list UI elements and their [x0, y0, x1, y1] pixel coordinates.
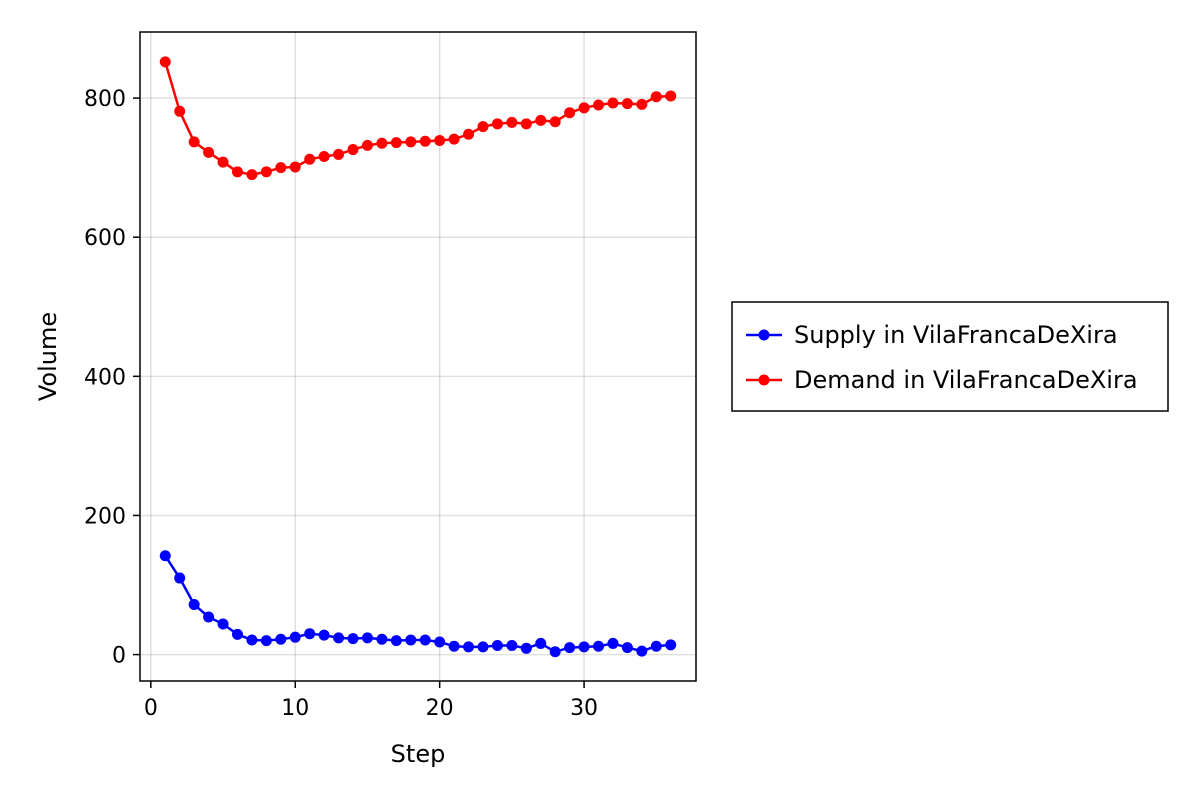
data-point: [217, 618, 229, 630]
y-tick-label: 0: [112, 644, 126, 669]
grid: [140, 32, 696, 681]
data-point: [520, 642, 532, 654]
data-point: [217, 156, 229, 168]
legend-box: [731, 301, 1169, 412]
data-point: [434, 135, 446, 147]
data-point: [304, 153, 316, 165]
data-point: [231, 628, 243, 640]
y-axis-title: Volume: [34, 312, 62, 401]
data-point: [650, 91, 662, 103]
data-point: [506, 640, 518, 652]
data-point: [405, 136, 417, 148]
data-point: [203, 146, 215, 158]
data-point: [636, 645, 648, 657]
data-point: [318, 151, 330, 163]
data-point: [231, 166, 243, 178]
data-point: [463, 641, 475, 653]
data-point: [203, 611, 215, 623]
legend-label: Supply in VilaFrancaDeXira: [794, 321, 1118, 349]
data-point: [376, 137, 388, 149]
data-point: [289, 631, 301, 643]
data-point: [665, 90, 677, 102]
data-point: [621, 642, 633, 654]
data-point: [593, 99, 605, 111]
data-point: [275, 633, 287, 645]
data-point: [549, 116, 561, 128]
data-point: [434, 636, 446, 648]
data-point: [347, 144, 359, 156]
data-point: [491, 118, 503, 130]
legend-item: Demand in VilaFrancaDeXira: [746, 366, 1138, 394]
data-point: [405, 634, 417, 646]
x-tick-label: 10: [281, 696, 309, 721]
data-point: [318, 629, 330, 641]
data-point: [390, 635, 402, 647]
data-point: [463, 128, 475, 140]
y-tick-label: 200: [84, 504, 126, 529]
data-point: [621, 98, 633, 110]
y-tick-label: 800: [84, 87, 126, 112]
data-point: [506, 116, 518, 128]
data-point: [361, 139, 373, 151]
data-point: [174, 105, 186, 117]
data-point: [578, 102, 590, 114]
data-point: [535, 114, 547, 126]
data-point: [174, 572, 186, 584]
data-point: [491, 640, 503, 652]
y-tick-label: 600: [84, 226, 126, 251]
data-point: [477, 121, 489, 133]
data-point: [246, 634, 258, 646]
plot-frame: [139, 31, 697, 682]
data-point: [159, 56, 171, 68]
data-point: [419, 135, 431, 147]
y-tick-label: 400: [84, 365, 126, 390]
legend-marker: [758, 374, 770, 386]
series-line: [164, 61, 671, 176]
data-point: [578, 641, 590, 653]
data-point: [520, 118, 532, 130]
data-point: [304, 628, 316, 640]
data-point: [419, 634, 431, 646]
ticks: 0 10 20 30 0 200 400 600 800: [84, 87, 598, 721]
data-point: [390, 137, 402, 149]
data-point: [535, 637, 547, 649]
legend-label: Demand in VilaFrancaDeXira: [794, 366, 1138, 394]
data-point: [333, 632, 345, 644]
x-tick-label: 30: [570, 696, 598, 721]
data-point: [159, 550, 171, 562]
data-point: [607, 97, 619, 109]
data-point: [246, 169, 258, 181]
data-point: [347, 633, 359, 645]
data-point: [333, 148, 345, 160]
x-tick-label: 20: [426, 696, 454, 721]
data-point: [361, 632, 373, 644]
data-point: [636, 98, 648, 110]
x-axis-title: Step: [391, 740, 446, 768]
data-point: [477, 641, 489, 653]
data-point: [665, 639, 677, 651]
data-point: [564, 642, 576, 654]
data-point: [607, 637, 619, 649]
data-point: [593, 640, 605, 652]
data-point: [448, 640, 460, 652]
x-tick-label: 0: [144, 696, 158, 721]
data-point: [275, 162, 287, 174]
data-point: [289, 161, 301, 173]
data-point: [549, 646, 561, 658]
legend: Supply in VilaFrancaDeXira Demand in Vila…: [731, 301, 1169, 412]
data-point: [448, 133, 460, 145]
data-point: [188, 136, 200, 148]
data-point: [188, 598, 200, 610]
data-point: [650, 640, 662, 652]
data-point: [376, 633, 388, 645]
data-point: [260, 166, 272, 178]
legend-item: Supply in VilaFrancaDeXira: [746, 321, 1118, 349]
data-point: [564, 107, 576, 119]
data-point: [260, 635, 272, 647]
legend-marker: [758, 329, 770, 341]
series-demand: [159, 56, 677, 181]
series-layer: [159, 56, 677, 658]
series-supply: [159, 550, 677, 658]
